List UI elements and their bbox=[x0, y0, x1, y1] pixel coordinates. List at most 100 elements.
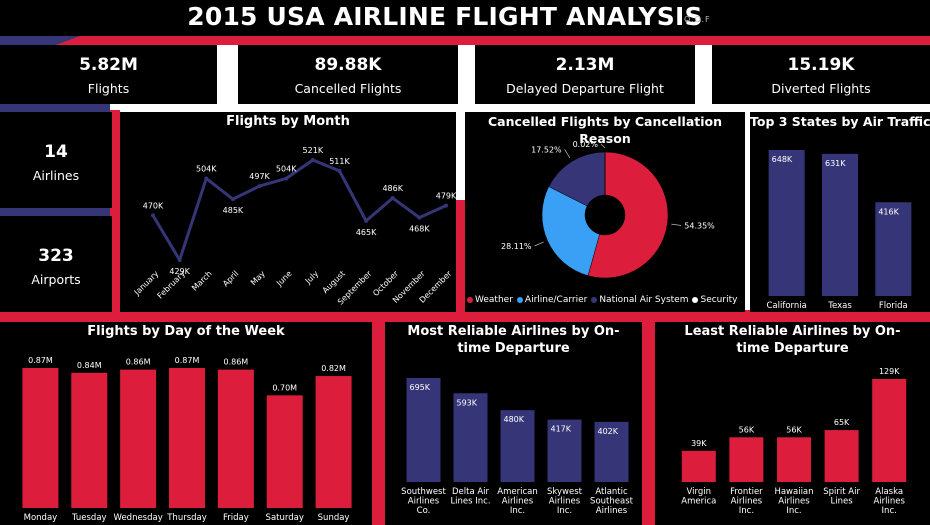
data-label: 416K bbox=[878, 207, 899, 216]
bar bbox=[22, 368, 59, 508]
x-tick-label: America bbox=[681, 497, 716, 507]
data-label: 648K bbox=[772, 155, 793, 164]
x-tick-label: Inc. bbox=[786, 506, 801, 516]
bar bbox=[217, 369, 254, 508]
bar bbox=[681, 450, 716, 482]
data-label: 485K bbox=[223, 206, 244, 215]
data-point bbox=[284, 176, 289, 181]
x-tick-label: Inc. bbox=[557, 506, 572, 516]
x-tick-label: June bbox=[274, 269, 293, 288]
data-label: 39K bbox=[691, 439, 707, 448]
x-tick-label: American bbox=[497, 487, 537, 497]
data-label: 486K bbox=[382, 184, 403, 193]
donut-chart-cancellation-reason: 54.35% 28.11% 17.52% 0.02% bbox=[501, 140, 715, 279]
data-point bbox=[364, 218, 369, 223]
x-tick-label: Airlines bbox=[778, 497, 810, 507]
x-tick-label: Inc. bbox=[882, 506, 897, 516]
data-label: 28.11% bbox=[501, 242, 532, 251]
leader-line bbox=[671, 223, 682, 226]
legend-label: Weather bbox=[475, 295, 513, 305]
data-label: 0.87M bbox=[175, 356, 200, 365]
data-label: 695K bbox=[410, 383, 431, 392]
x-tick-label: Frontier bbox=[730, 487, 763, 497]
legend-item: Airline/Carrier bbox=[516, 295, 587, 305]
data-point bbox=[444, 203, 448, 208]
bar bbox=[729, 437, 764, 482]
x-tick-label: Atlantic bbox=[595, 487, 628, 497]
background-red-side bbox=[0, 310, 930, 322]
legend-item: National Air System bbox=[591, 295, 688, 305]
background-red-side-2 bbox=[110, 110, 120, 315]
data-label: 65K bbox=[834, 418, 850, 427]
data-label: 56K bbox=[739, 425, 755, 434]
data-label: 497K bbox=[249, 172, 270, 181]
kpi-label: Airports bbox=[31, 272, 81, 287]
data-label: 470K bbox=[143, 201, 164, 210]
x-tick-label: Monday bbox=[24, 513, 58, 523]
x-tick-label: Spirit Air bbox=[823, 487, 860, 497]
data-label: 0.70M bbox=[272, 383, 297, 392]
chart-legend: Weather Airline/Carrier National Air Syste… bbox=[467, 295, 741, 305]
data-point bbox=[177, 258, 182, 262]
x-tick-label: Alaska bbox=[875, 487, 903, 497]
panel-most-reliable: Most Reliable Airlines by On-time Depart… bbox=[385, 322, 642, 525]
kpi-label: Airlines bbox=[32, 168, 80, 183]
data-point bbox=[417, 215, 422, 220]
x-tick-label: Lines bbox=[831, 497, 854, 507]
data-label: 521K bbox=[303, 146, 324, 155]
x-tick-label: California bbox=[766, 301, 806, 311]
bar bbox=[875, 202, 912, 296]
bar bbox=[824, 430, 859, 482]
background-navy-stripe bbox=[0, 36, 120, 45]
donut-slice bbox=[541, 186, 600, 276]
bar-chart-flights-by-day: 0.87M Monday 0.84M Tuesday 0.86M Wednesday 0.8… bbox=[22, 356, 352, 523]
dashboard-subtitle: O.O.F bbox=[684, 15, 711, 24]
kpi-label: Diverted Flights bbox=[771, 81, 871, 96]
bar bbox=[500, 410, 535, 482]
bar bbox=[872, 379, 907, 482]
data-label: 511K bbox=[329, 157, 350, 166]
data-label: 480K bbox=[504, 415, 525, 424]
bar bbox=[315, 376, 352, 508]
donut-slice bbox=[587, 151, 669, 279]
background-red-side-3 bbox=[455, 200, 465, 315]
bar bbox=[71, 372, 108, 508]
kpi-label: Cancelled Flights bbox=[294, 81, 402, 96]
x-tick-label: Lines Inc. bbox=[450, 497, 490, 507]
x-tick-label: Florida bbox=[879, 301, 908, 311]
bar bbox=[266, 395, 303, 508]
data-label: 0.84M bbox=[77, 361, 102, 370]
bar bbox=[768, 150, 805, 296]
panel-least-reliable: Least Reliable Airlines by On-time Depar… bbox=[655, 322, 930, 525]
x-tick-label: Southwest bbox=[401, 487, 446, 497]
data-label: 479K bbox=[436, 192, 456, 201]
bar bbox=[777, 437, 811, 482]
data-point bbox=[337, 168, 342, 173]
leader-line bbox=[564, 149, 571, 159]
legend-label: National Air System bbox=[599, 295, 689, 305]
x-tick-label: Thursday bbox=[166, 513, 207, 523]
kpi-card-cancelled: 89.88K Cancelled Flights bbox=[238, 45, 458, 104]
leader-line bbox=[600, 143, 606, 149]
data-label: 429K bbox=[169, 267, 190, 276]
data-label: 0.86M bbox=[223, 358, 248, 367]
bar-chart-top-states: 648K California 631K Texas 416K Florida bbox=[766, 150, 912, 311]
kpi-card-diverted: 15.19K Diverted Flights bbox=[712, 45, 930, 104]
dashboard-title: 2015 USA AIRLINE FLIGHT ANALYSIS bbox=[187, 2, 703, 31]
bar-chart-least-reliable: 39KVirginAmerica56KFrontierAirlinesInc.5… bbox=[681, 367, 907, 516]
chart-title: Most Reliable Airlines by On-time Depart… bbox=[407, 324, 620, 356]
kpi-value: 323 bbox=[38, 246, 74, 266]
series-line bbox=[151, 158, 447, 262]
background-red-stripe bbox=[0, 36, 930, 45]
panel-flights-by-day: Flights by Day of the Week 0.87M Monday 0.… bbox=[0, 322, 372, 525]
bar bbox=[406, 378, 441, 482]
x-tick-label: Inc. bbox=[510, 506, 525, 516]
legend-label: Security bbox=[700, 295, 738, 305]
data-point bbox=[390, 196, 395, 201]
kpi-card-airports: 323 Airports bbox=[0, 216, 112, 312]
x-tick-label: Airlines bbox=[502, 497, 534, 507]
chart-title: Least Reliable Airlines by On-time Depar… bbox=[684, 324, 901, 356]
data-point bbox=[204, 176, 209, 181]
kpi-value: 2.13M bbox=[555, 55, 615, 75]
x-tick-label: Southeast bbox=[590, 497, 634, 507]
